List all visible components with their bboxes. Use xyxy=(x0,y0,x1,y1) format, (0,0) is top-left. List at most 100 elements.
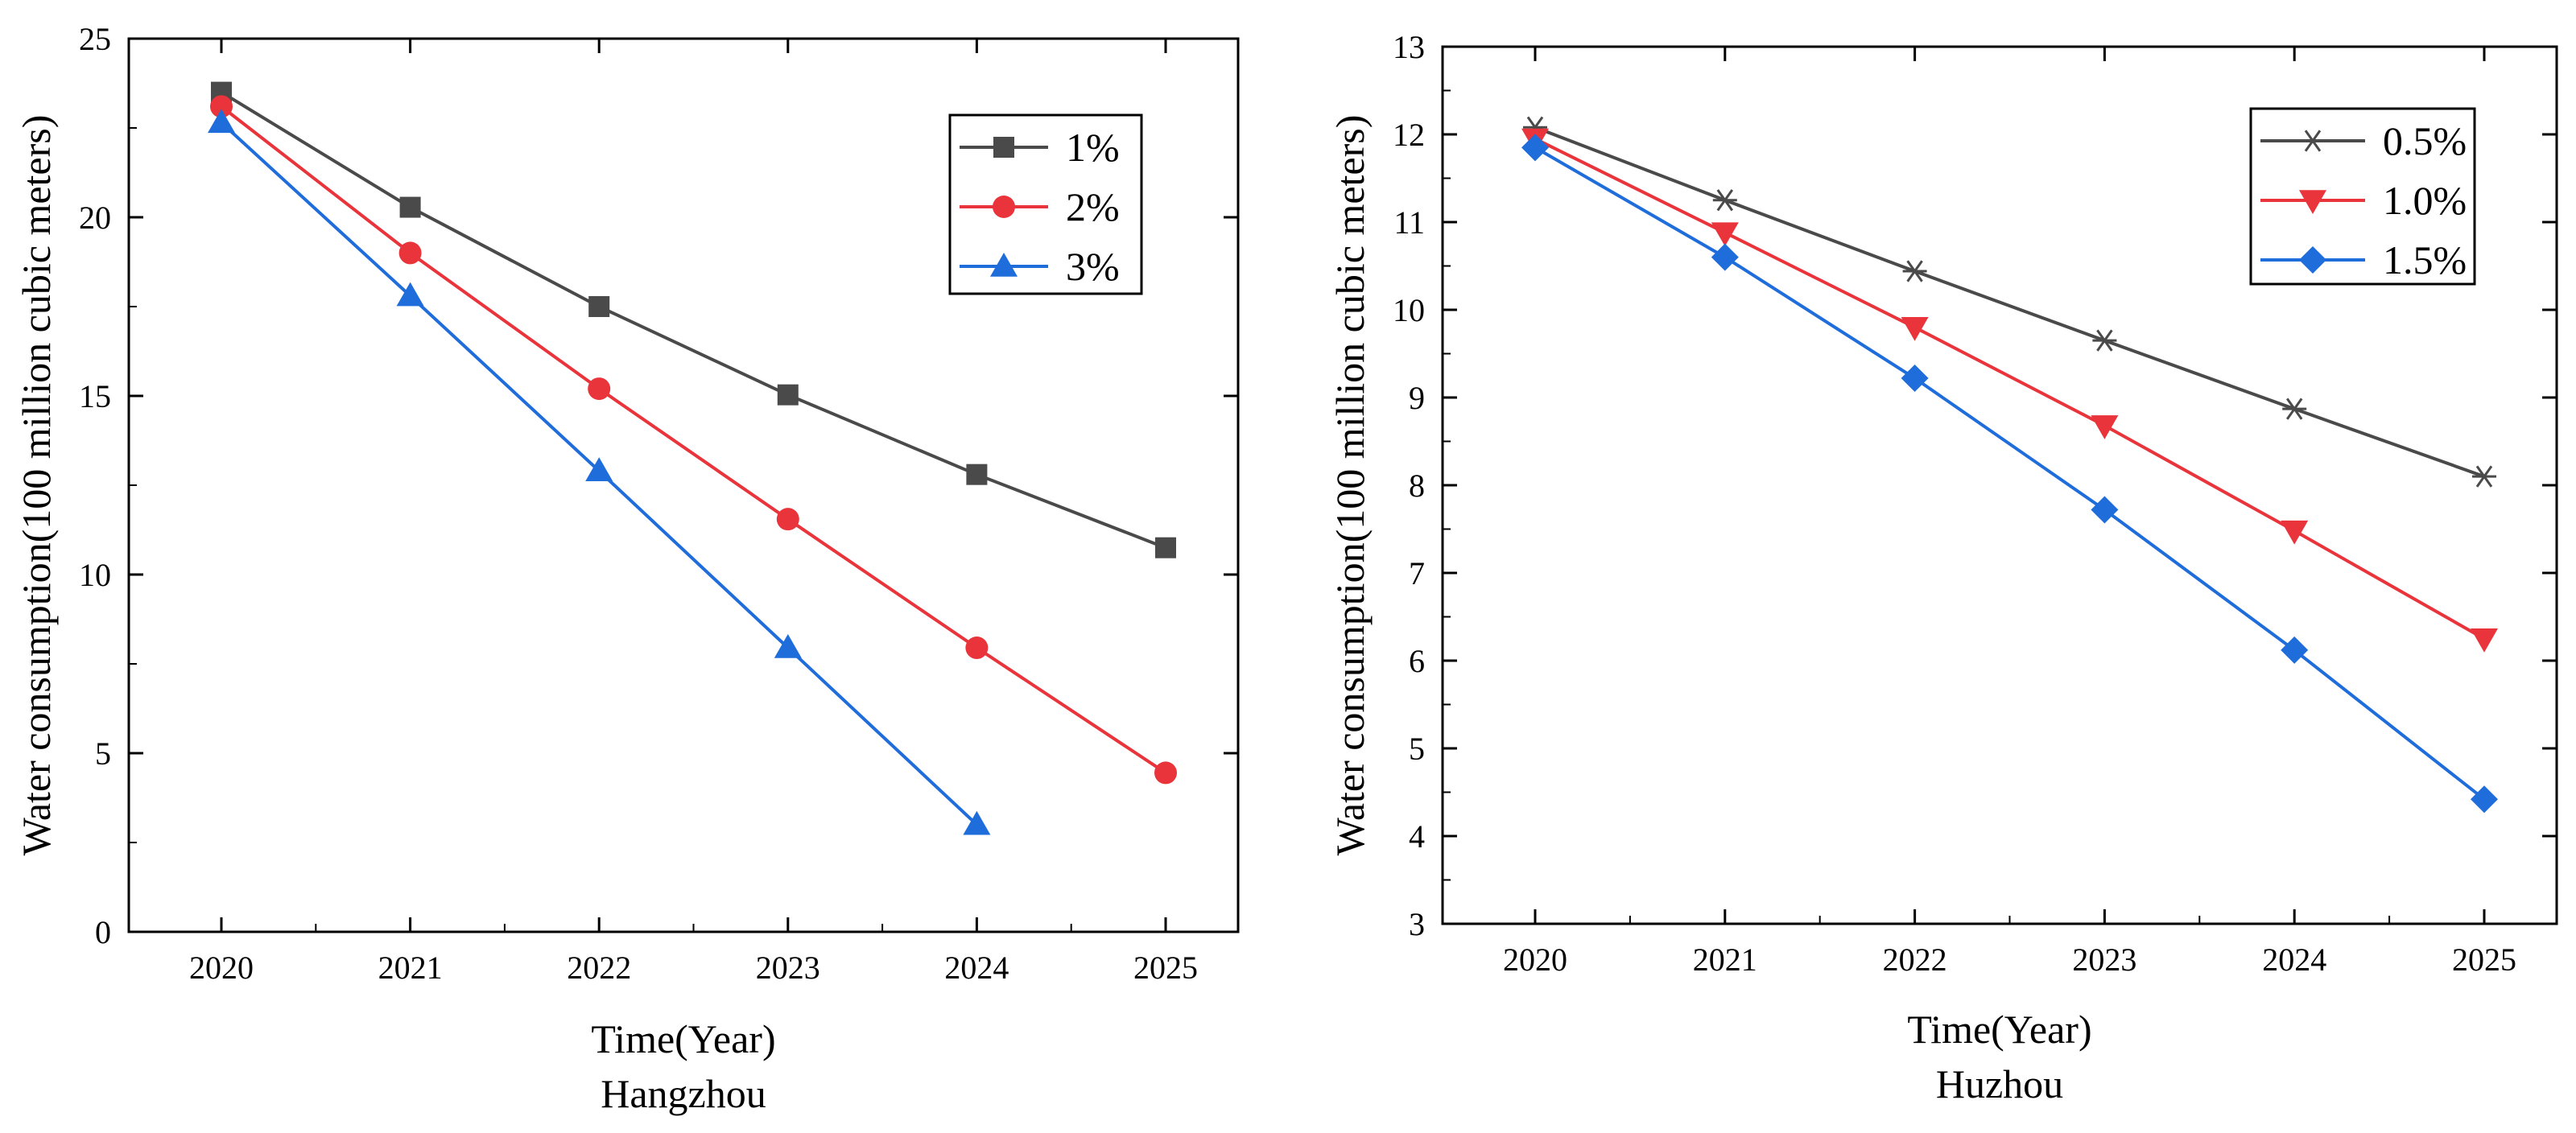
y-tick-label: 11 xyxy=(1393,204,1425,241)
data-point xyxy=(1711,243,1739,271)
legend-entry: 1.0% xyxy=(2260,178,2467,223)
data-point xyxy=(777,384,799,406)
chart-panel-huzhou: 2020 2021 2022 2023 2024 2025345678910111213 … xyxy=(1327,29,2558,1106)
legend: 0.5% 1.0% 1.5% xyxy=(2249,107,2476,286)
y-tick-label: 0 xyxy=(95,914,111,950)
x-tick-label: 2023 xyxy=(756,950,820,986)
y-axis-label: Water consumption(100 million cubic mete… xyxy=(14,115,59,856)
y-tick-label: 5 xyxy=(95,735,111,772)
data-point xyxy=(2471,785,2498,814)
data-point xyxy=(208,109,235,134)
y-tick-label: 13 xyxy=(1393,29,1425,65)
data-point xyxy=(2092,329,2117,352)
legend-entry: 1% xyxy=(960,125,1120,170)
data-point xyxy=(993,196,1015,218)
y-tick-label: 10 xyxy=(79,557,111,593)
legend-entry: 0.5% xyxy=(2260,118,2467,163)
series-0.5% xyxy=(1523,116,2496,488)
y-tick-label: 20 xyxy=(79,200,111,236)
data-point xyxy=(1155,537,1176,558)
series-layer xyxy=(1521,116,2498,814)
x-tick-label: 2024 xyxy=(2262,941,2326,978)
data-point xyxy=(1712,189,1737,212)
series-1.5% xyxy=(1521,134,2498,814)
series-line xyxy=(220,90,1166,550)
x-axis-label: Time(Year) xyxy=(1907,1007,2091,1052)
legend-label: 1.5% xyxy=(2383,237,2467,282)
y-tick-label: 12 xyxy=(1393,117,1425,153)
y-tick-label: 6 xyxy=(1409,643,1425,679)
y-tick-label: 25 xyxy=(79,21,111,57)
legend-entry: 1.5% xyxy=(2260,237,2467,282)
data-point xyxy=(588,296,610,317)
data-point xyxy=(963,810,991,835)
legend: 1% 2% 3% xyxy=(948,113,1143,295)
y-tick-label: 9 xyxy=(1409,380,1425,416)
data-point xyxy=(2299,246,2326,274)
data-point xyxy=(774,634,802,658)
y-tick-label: 15 xyxy=(79,378,111,414)
series-3% xyxy=(208,109,991,835)
series-line xyxy=(1534,137,2485,641)
x-axis-label: Time(Year) xyxy=(591,1016,775,1061)
x-tick-label: 2023 xyxy=(2072,941,2136,978)
legend-box xyxy=(2249,107,2476,286)
data-point xyxy=(210,95,233,118)
x-tick-label: 2025 xyxy=(1133,950,1198,986)
legend-label: 1% xyxy=(1066,125,1120,170)
chart-caption: Hangzhou xyxy=(601,1071,766,1116)
chart-caption: Huzhou xyxy=(1936,1061,2063,1106)
data-point xyxy=(2472,465,2496,488)
data-point xyxy=(993,137,1014,158)
series-layer xyxy=(208,81,1177,835)
series-1.0% xyxy=(1521,128,2498,653)
x-tick-label: 2021 xyxy=(1693,941,1757,978)
legend-label: 0.5% xyxy=(2383,118,2467,163)
data-point xyxy=(966,464,988,485)
legend-box xyxy=(948,113,1143,295)
data-point xyxy=(588,377,611,401)
data-point xyxy=(399,196,421,218)
x-tick-label: 2021 xyxy=(378,950,443,986)
y-tick-label: 4 xyxy=(1409,818,1425,855)
data-point xyxy=(396,282,424,307)
x-tick-label: 2024 xyxy=(944,950,1009,986)
data-point xyxy=(1901,317,1929,341)
data-point xyxy=(1154,761,1177,785)
y-axis-label: Water consumption(100 million cubic mete… xyxy=(1327,115,1373,856)
y-tick-label: 10 xyxy=(1393,292,1425,328)
x-tick-label: 2022 xyxy=(1883,941,1947,978)
data-point xyxy=(1902,260,1927,282)
x-tick-label: 2020 xyxy=(1503,941,1567,978)
series-line xyxy=(1534,146,2486,801)
data-point xyxy=(965,637,989,660)
x-tick-label: 2020 xyxy=(189,950,254,986)
y-tick-label: 7 xyxy=(1409,555,1425,591)
data-point xyxy=(1711,222,1739,247)
data-point xyxy=(398,241,422,265)
data-point xyxy=(776,508,799,531)
legend-label: 3% xyxy=(1066,244,1120,289)
data-point xyxy=(2471,628,2498,653)
legend-entry: 3% xyxy=(960,244,1120,289)
data-point xyxy=(2091,496,2119,524)
series-line xyxy=(1534,126,2485,478)
data-point xyxy=(2091,415,2119,439)
legend-label: 2% xyxy=(1066,184,1120,229)
data-point xyxy=(2282,398,2307,420)
data-point xyxy=(2281,520,2309,545)
data-point xyxy=(2299,190,2326,214)
y-tick-label: 8 xyxy=(1409,468,1425,504)
data-point xyxy=(1901,365,1929,393)
legend-label: 1.0% xyxy=(2383,178,2467,223)
data-point xyxy=(1521,134,1549,162)
x-tick-label: 2025 xyxy=(2452,941,2516,978)
data-point xyxy=(990,253,1018,277)
data-point xyxy=(585,457,613,481)
data-point xyxy=(2281,636,2309,664)
data-point xyxy=(2301,130,2325,152)
x-tick-label: 2022 xyxy=(567,950,631,986)
